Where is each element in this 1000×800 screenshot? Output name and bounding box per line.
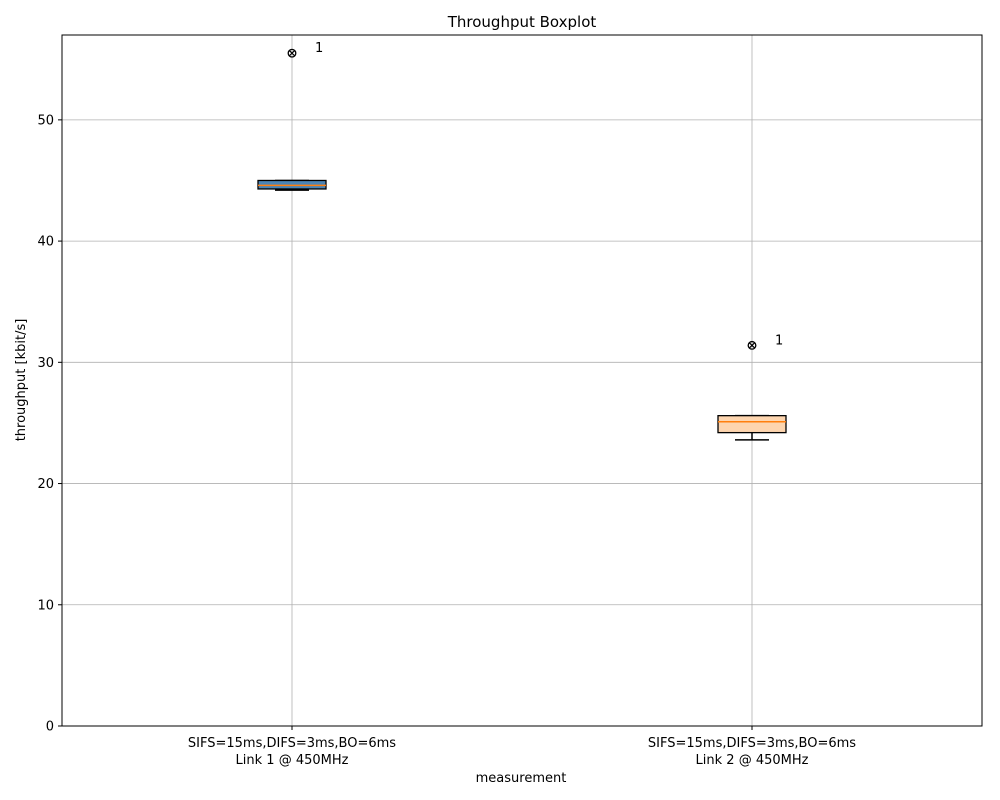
x-tick-label: SIFS=15ms,DIFS=3ms,BO=6ms — [188, 736, 396, 751]
y-tick-label: 20 — [37, 477, 54, 492]
box-layer: 11 — [257, 41, 787, 441]
box — [717, 415, 787, 434]
outlier-marker — [747, 340, 757, 350]
x-tick-label: Link 1 @ 450MHz — [236, 753, 349, 768]
y-tick-label: 0 — [46, 720, 54, 735]
axis-layer: 0 10 20 30 40 50 SIFS=15ms,DIFS=3ms,BO=6ms Link… — [37, 113, 856, 768]
y-tick-label: 40 — [37, 235, 54, 250]
outlier-cross — [288, 50, 296, 57]
x-tick-label: SIFS=15ms,DIFS=3ms,BO=6ms — [648, 736, 856, 751]
chart-title: Throughput Boxplot — [447, 13, 597, 31]
x-axis-label: measurement — [476, 771, 567, 786]
outlier-circle — [287, 48, 297, 58]
grid-layer — [62, 35, 982, 727]
y-axis-label: throughput [kbit/s] — [14, 319, 29, 442]
y-tick-label: 30 — [37, 356, 54, 371]
box-series-2: 1 — [717, 333, 787, 441]
y-tick-label: 50 — [37, 113, 54, 128]
x-tick-label: Link 2 @ 450MHz — [696, 753, 809, 768]
box-series-1: 1 — [257, 41, 327, 191]
outlier-marker — [287, 48, 297, 58]
outlier-count-label: 1 — [315, 41, 323, 56]
plot-area-frame — [61, 34, 983, 727]
outlier-count-label: 1 — [775, 333, 783, 348]
y-tick-label: 10 — [37, 598, 54, 613]
outlier-circle — [747, 340, 757, 350]
outlier-cross — [748, 342, 756, 349]
